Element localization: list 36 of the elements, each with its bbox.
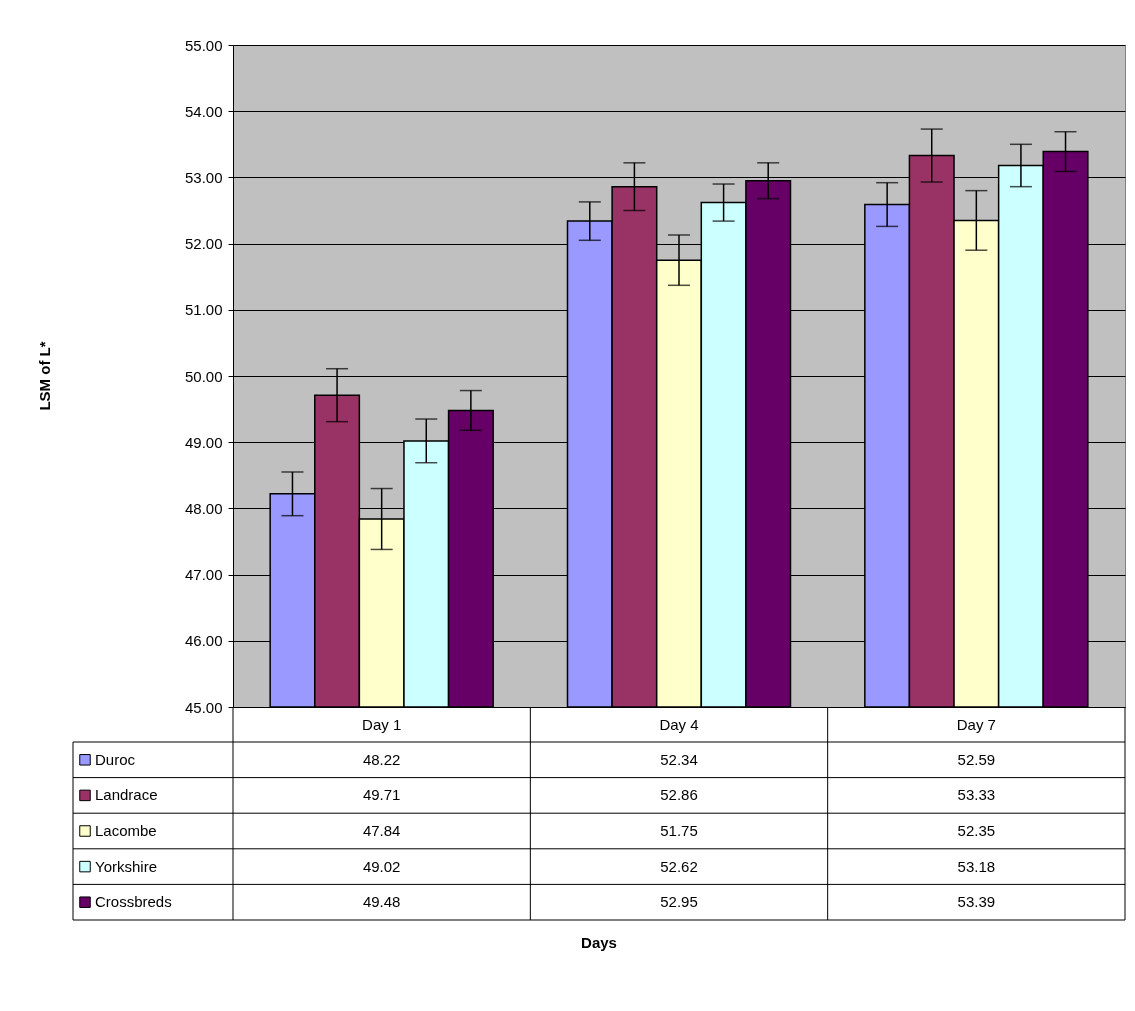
y-tick-label: 47.00 bbox=[184, 566, 223, 584]
data-label: 52.62 bbox=[660, 857, 698, 875]
x-tick-label: Day 1 bbox=[362, 715, 402, 733]
data-label: 53.18 bbox=[957, 857, 996, 875]
y-tick-label: 55.00 bbox=[184, 36, 223, 54]
y-tick-label: 49.00 bbox=[184, 433, 223, 451]
legend-label: Yorkshire bbox=[95, 857, 157, 875]
data-label: 49.02 bbox=[362, 857, 401, 875]
text: LSM of L* bbox=[36, 341, 53, 411]
y-tick-label: 52.00 bbox=[184, 235, 223, 253]
data-label: 51.75 bbox=[660, 822, 698, 839]
data-label: 47.84 bbox=[362, 822, 401, 839]
legend-label: Landrace bbox=[95, 786, 158, 804]
x-tick-label: Day 4 bbox=[659, 715, 699, 733]
data-label: 53.39 bbox=[957, 893, 996, 911]
data-label: 52.34 bbox=[660, 750, 698, 768]
data-label: 52.59 bbox=[957, 750, 996, 768]
y-tick-label: 46.00 bbox=[184, 632, 223, 650]
text: Days bbox=[581, 934, 617, 951]
data-label: 52.35 bbox=[957, 822, 996, 839]
y-tick-label: 53.00 bbox=[184, 168, 223, 186]
data-label: 52.95 bbox=[660, 893, 698, 911]
legend-label: Duroc bbox=[95, 750, 136, 768]
data-label: 49.48 bbox=[362, 893, 401, 911]
y-tick-label: 54.00 bbox=[184, 102, 223, 120]
y-tick-label: 51.00 bbox=[184, 301, 223, 319]
y-tick-label: 50.00 bbox=[184, 367, 223, 385]
data-label: 52.86 bbox=[660, 786, 698, 804]
legend-label: Crossbreds bbox=[95, 893, 172, 911]
x-tick-label: Day 7 bbox=[956, 715, 996, 733]
data-label: 49.71 bbox=[362, 786, 401, 804]
y-tick-label: 45.00 bbox=[184, 698, 223, 716]
data-label: 48.22 bbox=[362, 750, 401, 768]
data-label: 53.33 bbox=[957, 786, 996, 804]
y-tick-label: 48.00 bbox=[184, 499, 223, 517]
legend-label: Lacombe bbox=[95, 822, 157, 839]
